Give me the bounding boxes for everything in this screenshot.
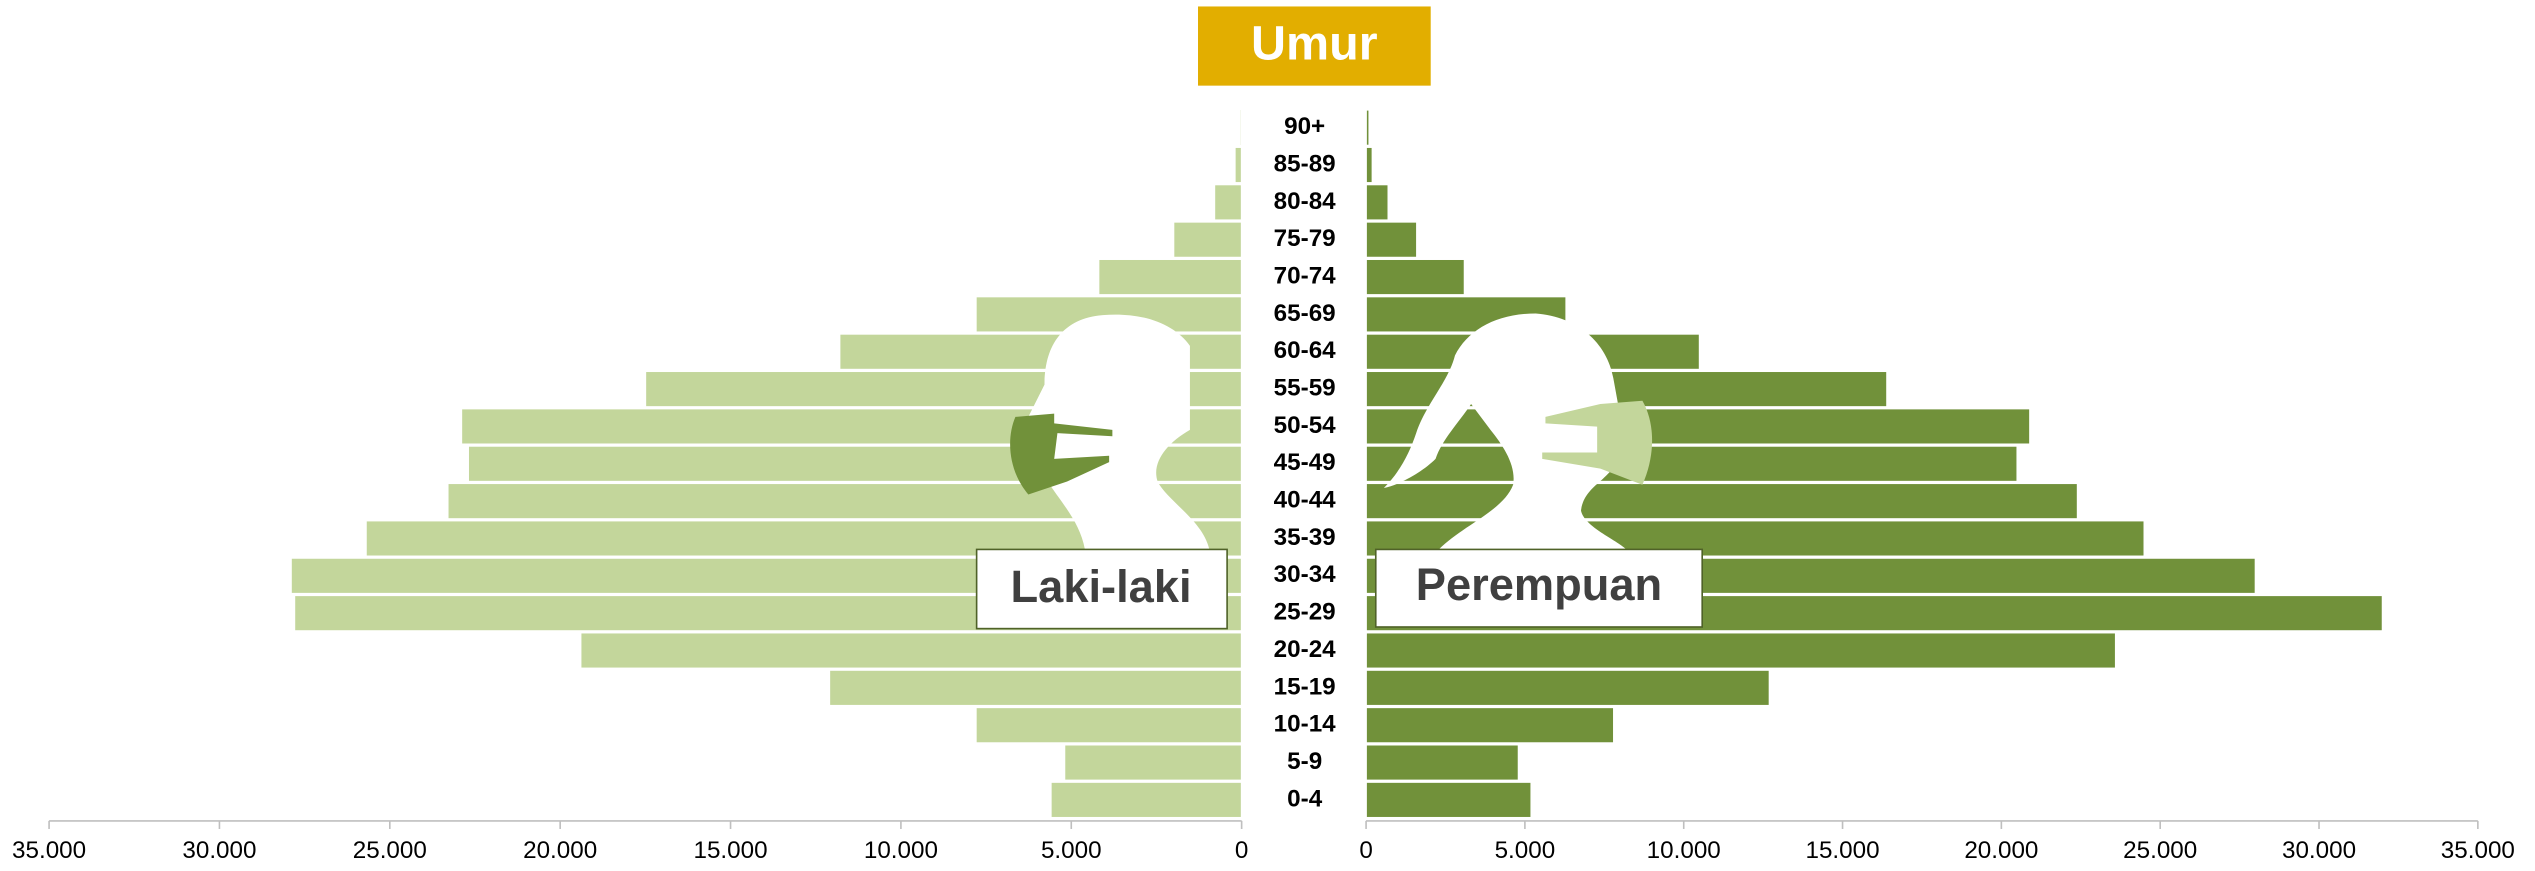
bar [1234,146,1243,184]
bar [1365,221,1418,259]
category-label: 40-44 [1274,487,1336,514]
category-label: 50-54 [1274,412,1336,439]
category-label: 85-89 [1274,150,1336,177]
bar [1365,482,2079,520]
bar [1365,146,1374,184]
bar [1365,445,2019,483]
axes: 0 0 5.000 5.000 10.000 10.000 15.000 15.000 20.0… [12,113,2515,864]
bars [290,108,2384,819]
bar [1097,258,1243,296]
category-label: 90+ [1284,113,1325,140]
bar [1365,706,1615,744]
category-label: 25-29 [1274,599,1336,626]
x-tick-label: 25.000 [353,837,427,864]
category-label: 20-24 [1274,636,1336,663]
category-label: 35-39 [1274,524,1336,551]
bar [1365,669,1771,707]
category-label: 65-69 [1274,300,1336,327]
bar [579,631,1243,670]
bar [828,669,1243,707]
bar [1365,407,2031,446]
x-tick-label: 5.000 [1495,837,1556,864]
category-label: 55-59 [1274,374,1336,401]
bar [1365,108,1371,147]
x-tick-label: 25.000 [2123,837,2197,864]
bar [1063,743,1243,782]
bar [975,706,1243,744]
x-tick-label: 0 [1359,837,1372,864]
x-tick-label: 15.000 [694,837,768,864]
bar [1050,781,1243,819]
bar [1365,258,1466,296]
category-label: 60-64 [1274,337,1336,364]
x-tick-label: 35.000 [2441,837,2515,864]
x-tick-label: 30.000 [182,837,256,864]
female-silhouette [1383,313,1653,550]
x-tick-label: 15.000 [1806,837,1880,864]
category-label: 10-14 [1274,711,1336,738]
legend-label: Perempuan [1416,559,1662,610]
category-label: 5-9 [1287,748,1322,775]
legend-box [1374,548,1704,628]
x-tick-label: 20.000 [1964,837,2038,864]
bar [1365,743,1520,782]
category-label: 80-84 [1274,188,1336,215]
category-label: 15-19 [1274,673,1336,700]
category-label: 70-74 [1274,262,1336,289]
x-tick-label: 10.000 [1647,837,1721,864]
category-label: 0-4 [1287,785,1323,812]
x-tick-label: 30.000 [2282,837,2356,864]
bar [1213,183,1243,222]
title-box [1198,6,1431,86]
legend-box [975,548,1228,630]
chart-title: Umur [1251,17,1378,71]
category-label: 45-49 [1274,449,1336,476]
category-label: 75-79 [1274,225,1336,252]
bar [1365,183,1390,222]
bar [1172,221,1243,259]
x-tick-label: 10.000 [864,837,938,864]
male-silhouette [1010,314,1210,550]
legend-label: Laki-laki [1011,561,1192,612]
x-tick-label: 0 [1235,837,1248,864]
x-tick-label: 35.000 [12,837,86,864]
bar [1365,631,2117,670]
x-tick-label: 20.000 [523,837,597,864]
category-label: 30-34 [1274,561,1336,588]
bar [1365,781,1533,819]
bar [1239,108,1243,147]
x-tick-label: 5.000 [1041,837,1102,864]
